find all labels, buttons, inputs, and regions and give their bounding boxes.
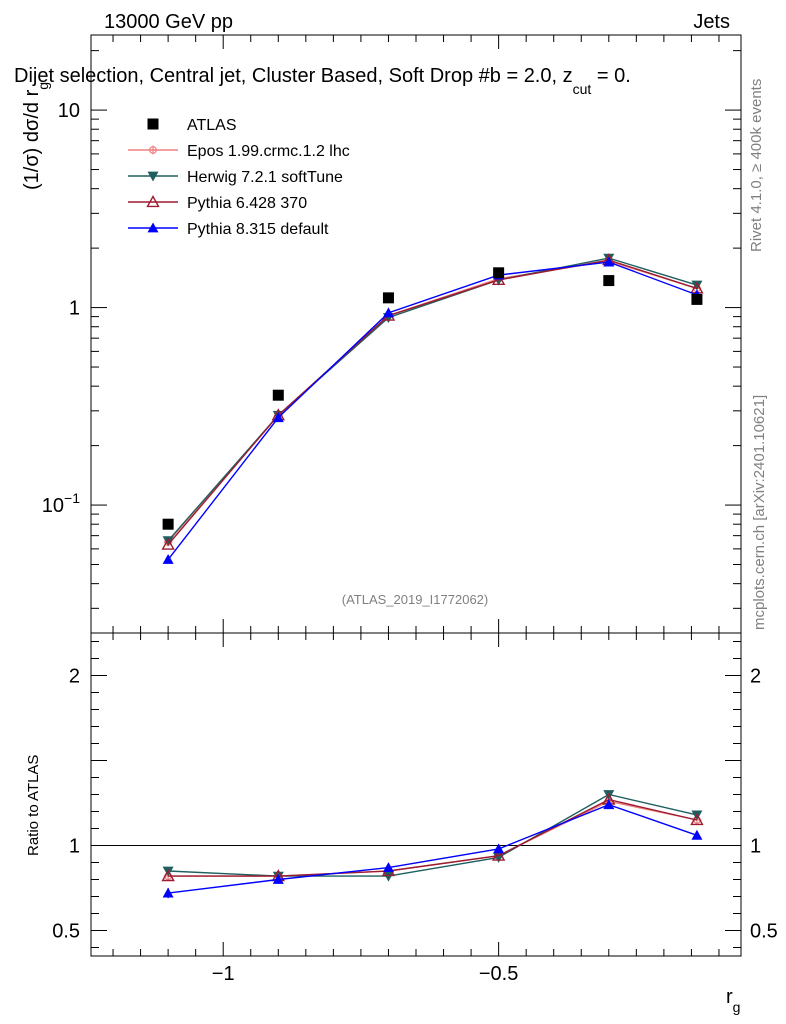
main-point-pythia8: [603, 256, 615, 267]
ratio-point-pythia8: [272, 874, 284, 884]
legend-label-pythia8: Pythia 8.315 default: [187, 221, 329, 238]
legend-marker-herwig: [147, 171, 159, 182]
legend-label-epos: Epos 1.99.crmc.1.2 lhc: [187, 143, 350, 160]
main-point-atlas: [603, 275, 615, 287]
main-y-axis-title-main: (1/σ) dσ/d r: [21, 89, 43, 190]
main-point-atlas: [162, 518, 174, 530]
x-axis-title: rg: [726, 986, 740, 1015]
x-tick-label: −1: [212, 963, 235, 985]
ratio-point-pythia6: [491, 848, 506, 861]
legend-marker-pythia6: [146, 195, 160, 208]
main-line-pythia8: [167, 261, 698, 560]
ratio-point-pythia8: [382, 862, 394, 872]
ratio-plot-frame: [90, 632, 742, 957]
selection-title-main: Dijet selection, Central jet, Cluster Ba…: [14, 65, 573, 87]
legend-label-atlas: ATLAS: [187, 117, 237, 134]
ratio-line-pythia6: [168, 798, 698, 877]
ratio-point-pythia8: [691, 829, 703, 840]
ratio-y-tick-label-right: 2: [750, 666, 761, 688]
ratio-y-tick-label-left: 0.5: [52, 921, 80, 943]
x-axis-title-sub: g: [733, 999, 741, 1015]
legend-item-pythia8: Pythia 8.315 default: [128, 221, 329, 238]
main-y-tick-label: 10−1: [42, 490, 80, 517]
legend-label-pythia6: Pythia 6.428 370: [187, 195, 307, 212]
main-y-tick-label-base: 10: [42, 495, 64, 517]
main-y-tick-label-base: 10: [58, 100, 80, 122]
selection-title-end: = 0.: [591, 65, 630, 87]
ratio-point-pythia6: [161, 869, 175, 882]
ratio-y-tick-label-left: 1: [69, 836, 80, 858]
main-y-axis-title: (1/σ) dσ/d rg: [21, 82, 51, 190]
ratio-y-tick-label-left: 2: [69, 666, 80, 688]
legend-item-pythia6: Pythia 6.428 370: [128, 195, 307, 212]
series-layer: [161, 253, 704, 899]
main-point-pythia8: [272, 412, 284, 423]
analysis-id: (ATLAS_2019_I1772062): [342, 592, 488, 607]
x-axis-title-main: r: [726, 986, 733, 1008]
main-point-atlas: [691, 293, 703, 305]
ratio-point-pythia6: [690, 813, 704, 826]
legend-item-epos: Epos 1.99.crmc.1.2 lhc: [128, 143, 350, 160]
x-tick-label: −0.5: [479, 963, 518, 985]
main-y-tick-label-exp: −1: [64, 490, 80, 506]
main-point-herwig: [691, 280, 703, 291]
main-y-tick-label-base: 1: [69, 298, 80, 320]
legend-item-atlas: ATLAS: [147, 117, 237, 134]
main-y-tick-label: 1: [69, 298, 80, 320]
main-y-axis-title-sub: g: [35, 82, 51, 90]
ratio-y-tick-label-right: 1: [750, 836, 761, 858]
legend-marker-epos: [148, 145, 158, 155]
legend-marker-atlas: [147, 118, 159, 130]
main-point-atlas: [493, 267, 505, 279]
main-point-herwig: [162, 536, 174, 547]
ratio-y-axis-title: Ratio to ATLAS: [25, 755, 42, 856]
ratio-y-tick-label-right: 0.5: [750, 921, 778, 943]
ratio-line-herwig: [168, 793, 698, 877]
category-label: Jets: [693, 11, 730, 33]
mcplots-label: mcplots.cern.ch [arXiv:2401.10621]: [751, 395, 768, 630]
selection-title-sub: cut: [573, 81, 592, 97]
legend-marker-pythia8: [147, 222, 159, 233]
legend: ATLAS Epos 1.99.crmc.1.2 lhc Herwig 7.2.1 …: [128, 117, 350, 238]
main-point-pythia8: [162, 554, 174, 564]
main-point-pythia6: [161, 537, 175, 550]
main-y-tick-label: 10: [58, 100, 80, 122]
legend-label-herwig: Herwig 7.2.1 softTune: [187, 169, 343, 186]
ratio-point-pythia8: [493, 843, 505, 854]
main-line-pythia6: [167, 259, 698, 546]
main-point-atlas: [382, 292, 394, 304]
energy-label: 13000 GeV pp: [104, 11, 233, 33]
ratio-point-pythia8: [603, 799, 615, 810]
main-point-pythia8: [382, 307, 394, 318]
ratio-point-herwig: [382, 871, 394, 882]
ratio-line-pythia8: [168, 803, 698, 894]
legend-item-herwig: Herwig 7.2.1 softTune: [128, 169, 343, 186]
selection-title: Dijet selection, Central jet, Cluster Ba…: [14, 65, 631, 97]
main-point-atlas: [272, 389, 284, 401]
rivet-label: Rivet 4.1.0, ≥ 400k events: [748, 79, 765, 252]
